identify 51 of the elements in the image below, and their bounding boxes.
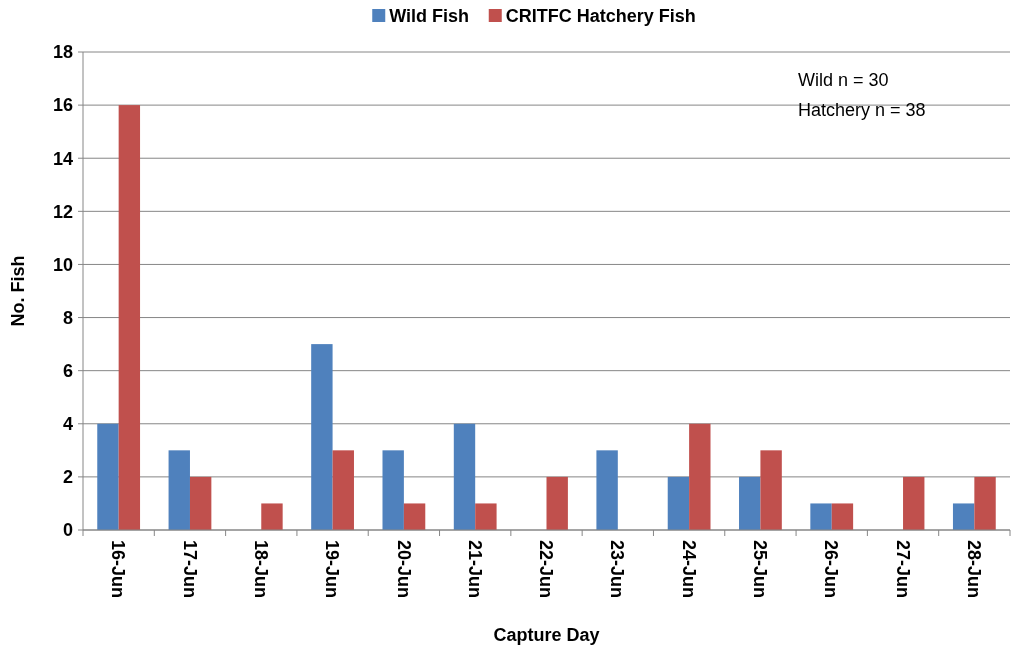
bar [97,423,119,530]
x-tick-label: 17-Jun [179,540,200,599]
bar [332,450,354,530]
y-tick-label: 18 [52,42,73,63]
x-axis-title: Capture Day [493,625,600,645]
x-tick-label: 25-Jun [750,540,771,599]
bar [952,503,975,530]
x-tick-label: 19-Jun [322,540,343,599]
y-tick-label: 4 [62,414,73,435]
annotation: Wild n = 30 [798,70,889,90]
x-tick-label: 24-Jun [678,540,699,599]
x-tick-label: 22-Jun [536,540,557,599]
y-tick-label: 14 [52,148,73,169]
bar [810,503,832,530]
y-tick-label: 2 [62,467,73,488]
x-tick-label: 18-Jun [250,540,271,599]
bar [118,105,141,530]
legend-label: Wild Fish [389,6,470,27]
bar [311,344,333,530]
bar [739,476,761,530]
y-tick-label: 0 [62,520,73,541]
bar [760,450,782,530]
bar [453,423,476,530]
bar [831,503,854,530]
x-tick-label: 27-Jun [892,540,913,599]
bar [168,450,190,530]
annotation: Hatchery n = 38 [798,100,926,120]
bar [903,476,925,530]
bar [689,423,711,530]
bar [596,450,618,530]
x-tick-label: 26-Jun [821,540,842,599]
legend-label: CRITFC Hatchery Fish [505,6,696,27]
y-tick-label: 12 [52,201,73,222]
y-tick-label: 6 [62,360,73,381]
x-tick-label: 20-Jun [393,540,414,599]
y-tick-label: 10 [52,254,73,275]
bar [546,476,568,530]
bar [261,503,283,530]
y-axis-title: No. Fish [8,255,28,327]
x-tick-label: 23-Jun [607,540,628,599]
y-tick-label: 8 [62,307,73,328]
bar [667,476,690,530]
x-tick-label: 21-Jun [464,540,485,599]
y-tick-label: 16 [52,95,73,116]
bar [475,503,497,530]
x-tick-label: 16-Jun [108,540,129,599]
bar [189,476,212,530]
x-tick-label: 28-Jun [964,540,985,599]
bar [382,450,404,530]
bar [403,503,426,530]
bar [974,476,996,530]
